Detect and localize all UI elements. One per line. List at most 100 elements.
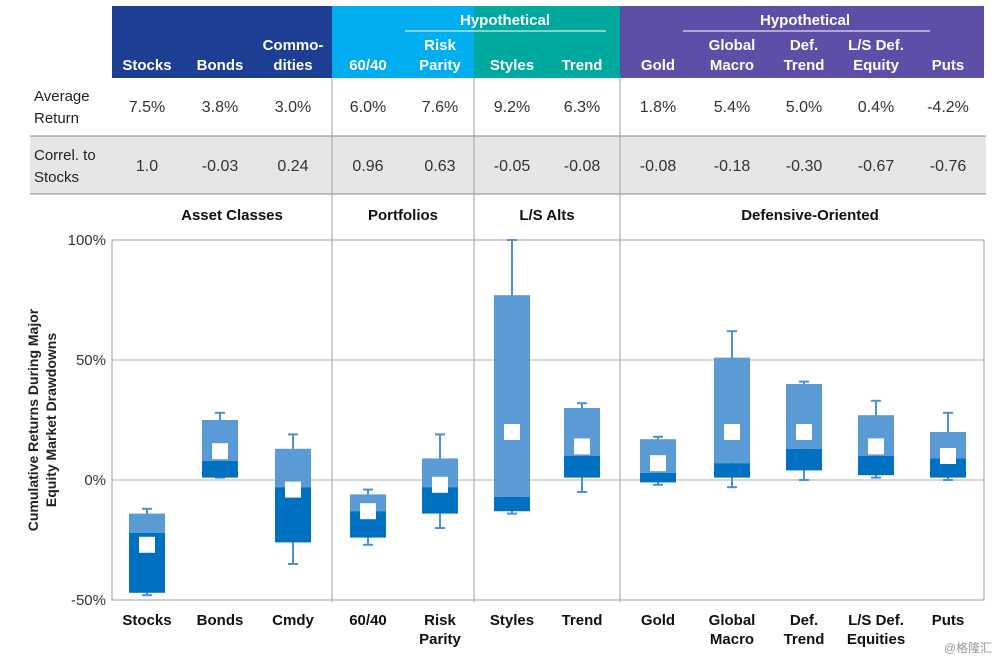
- gridlines: [112, 359, 984, 481]
- section-labels: Asset Classes Portfolios L/S Alts Defens…: [181, 207, 879, 224]
- correl-cell-8: -0.18: [714, 158, 751, 175]
- box-lower: [714, 463, 750, 478]
- mean-marker: [360, 503, 376, 520]
- x-label-9-line-0: Def.: [790, 612, 818, 629]
- column-header-6-line-0: Trend: [562, 57, 603, 74]
- mean-marker: [940, 448, 956, 464]
- column-header-8-line-0: Global: [709, 37, 756, 54]
- x-label-1-line-0: Bonds: [197, 612, 244, 629]
- box-lower: [494, 496, 530, 512]
- correl-row-shade: [30, 136, 986, 194]
- y-tick-2: 0%: [84, 472, 106, 489]
- x-label-8-line-1: Macro: [710, 631, 754, 648]
- correl-cell-7: -0.08: [640, 158, 677, 175]
- column-headers: Stocks Bonds Commo-dities 60/40 Risk Parity St…: [122, 37, 964, 74]
- avg-return-cell-4: 7.6%: [422, 99, 458, 116]
- correl-cell-1: -0.03: [202, 158, 239, 175]
- section-label-defensive: Defensive-Oriented: [741, 207, 879, 224]
- mean-marker: [432, 476, 448, 493]
- correl-cell-9: -0.30: [786, 158, 823, 175]
- box-11: [930, 411, 966, 481]
- header-block-portfolios: [332, 6, 474, 78]
- x-label-11-line-0: Puts: [932, 612, 965, 629]
- column-header-1-line-0: Bonds: [197, 57, 244, 74]
- y-axis-label-line-2: Equity Market Drawdowns: [43, 333, 59, 507]
- group-label-hypothetical-1: Hypothetical: [460, 12, 550, 29]
- column-header-3-line-0: 60/40: [349, 57, 387, 74]
- correl-cell-10: -0.67: [858, 158, 895, 175]
- box-lower: [858, 456, 894, 476]
- mean-marker: [139, 536, 155, 553]
- column-header-5-line-0: Styles: [490, 57, 534, 74]
- column-header-2-line-0: Commo-: [263, 37, 324, 54]
- row-label-avg-return-1: Average: [34, 88, 90, 105]
- x-label-10-line-1: Equities: [847, 631, 905, 648]
- avg-return-cell-1: 3.8%: [202, 99, 238, 116]
- avg-return-cell-6: 6.3%: [564, 99, 600, 116]
- mean-marker: [285, 481, 301, 498]
- avg-return-cell-5: 9.2%: [494, 99, 530, 116]
- correl-cell-2: 0.24: [277, 158, 308, 175]
- column-header-10-line-0: L/S Def.: [848, 37, 904, 54]
- x-label-6-line-0: Trend: [562, 612, 603, 629]
- section-label-portfolios: Portfolios: [368, 207, 438, 224]
- box-series: [129, 239, 966, 597]
- section-label-ls-alts: L/S Alts: [519, 207, 574, 224]
- column-header-7-line-0: Gold: [641, 57, 675, 74]
- box-upper: [714, 357, 750, 464]
- x-label-0-line-0: Stocks: [122, 612, 171, 629]
- x-label-8-line-0: Global: [709, 612, 756, 629]
- box-lower: [786, 448, 822, 471]
- row-label-avg-return-2: Return: [34, 110, 79, 127]
- avg-return-cell-0: 7.5%: [129, 99, 165, 116]
- correl-cell-11: -0.76: [930, 158, 967, 175]
- box-1: [202, 411, 238, 479]
- box-5: [494, 239, 530, 515]
- y-tick-0: 100%: [68, 232, 106, 249]
- box-8: [714, 330, 750, 489]
- x-label-5-line-0: Styles: [490, 612, 534, 629]
- column-header-9-line-0: Def.: [790, 37, 818, 54]
- avg-return-cell-7: 1.8%: [640, 99, 676, 116]
- plot-frame: [111, 239, 985, 601]
- box-10: [858, 399, 894, 479]
- column-header-0-line-0: Stocks: [122, 57, 171, 74]
- avg-return-cell-11: -4.2%: [927, 99, 969, 116]
- x-category-labels: Stocks Bonds Cmdy 60/40 Risk Parity Styles Tren…: [122, 612, 964, 648]
- header-block-defensive: [620, 6, 984, 78]
- section-label-asset-classes: Asset Classes: [181, 207, 283, 224]
- box-upper: [494, 295, 530, 497]
- table-body: Average Return Correl. to Stocks 7.5% 3.8…: [30, 88, 986, 195]
- column-header-8-line-1: Macro: [710, 57, 754, 74]
- x-label-4-line-1: Parity: [419, 631, 461, 648]
- mean-marker: [796, 424, 812, 440]
- box-6: [564, 402, 600, 493]
- box-2: [275, 433, 311, 565]
- avg-return-cell-10: 0.4%: [858, 99, 894, 116]
- y-tick-3: -50%: [71, 592, 106, 609]
- box-lower: [930, 458, 966, 478]
- box-7: [640, 435, 676, 486]
- correl-cell-4: 0.63: [424, 158, 455, 175]
- column-header-9-line-1: Trend: [784, 57, 825, 74]
- mean-marker: [212, 443, 228, 460]
- x-label-2-line-0: Cmdy: [272, 612, 314, 629]
- x-label-4-line-0: Risk: [424, 612, 456, 629]
- table-cells: 7.5% 3.8% 3.0% 6.0% 7.6% 9.2% 6.3% 1.8% 5.4% 5.0%…: [129, 99, 969, 175]
- chart-area: 100% 50% 0% -50% Stocks Bonds Cmdy 60/40 Risk Pa…: [25, 232, 985, 648]
- box-lower: [564, 456, 600, 478]
- column-header-4-line-1: Parity: [419, 57, 461, 74]
- box-4: [422, 433, 458, 529]
- x-label-10-line-0: L/S Def.: [848, 612, 904, 629]
- section-dividers: [331, 78, 621, 602]
- row-label-correl-2: Stocks: [34, 169, 79, 186]
- correl-cell-6: -0.08: [564, 158, 601, 175]
- avg-return-cell-3: 6.0%: [350, 99, 386, 116]
- group-label-hypothetical-2: Hypothetical: [760, 12, 850, 29]
- box-upper: [129, 513, 165, 533]
- correl-cell-0: 1.0: [136, 158, 158, 175]
- box-3: [350, 488, 386, 546]
- mean-marker: [868, 438, 884, 455]
- row-label-correl-1: Correl. to: [34, 147, 96, 164]
